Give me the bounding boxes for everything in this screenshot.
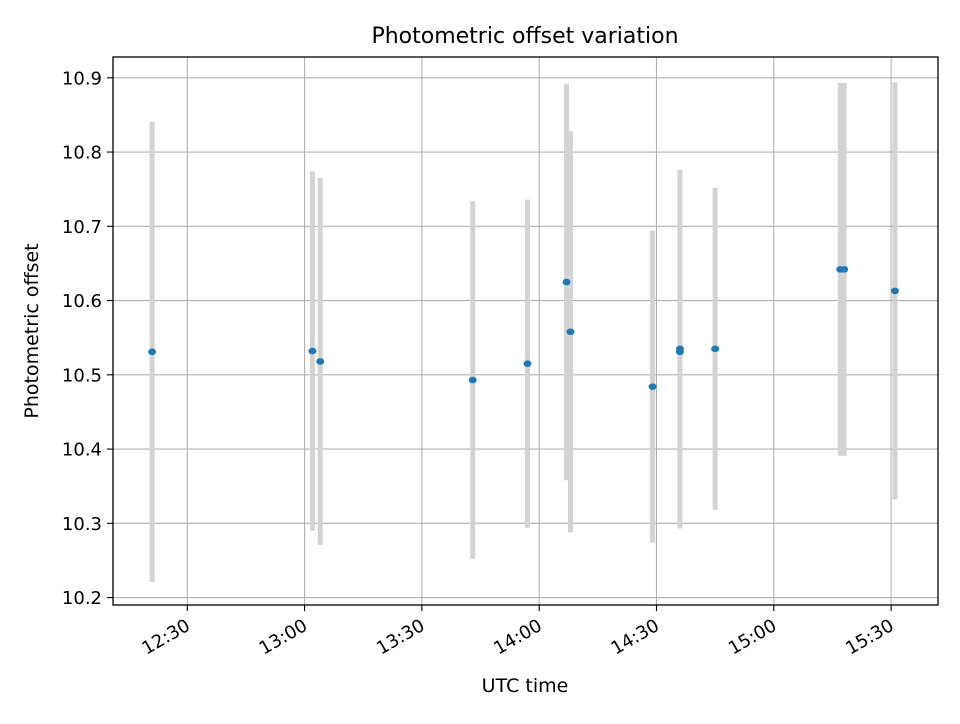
x-tick-label: 14:00 — [490, 615, 545, 659]
x-tick-label: 13:30 — [373, 615, 428, 659]
data-point — [316, 358, 325, 365]
data-point — [711, 345, 720, 353]
y-tick-label: 10.3 — [62, 514, 102, 535]
chart-title: Photometric offset variation — [371, 24, 678, 49]
x-tick-label: 15:00 — [725, 615, 780, 659]
plot-frame — [112, 56, 939, 606]
y-tick-label: 10.2 — [62, 588, 102, 609]
data-point — [566, 328, 575, 336]
y-tick-label: 10.5 — [62, 365, 102, 386]
data-point — [562, 278, 571, 286]
x-axis-label: UTC time — [482, 675, 569, 697]
x-tick-label: 15:30 — [842, 615, 897, 659]
data-point — [523, 360, 532, 367]
data-point — [148, 348, 157, 356]
data-point — [890, 287, 899, 295]
data-point — [308, 347, 317, 355]
x-tick-label: 13:00 — [256, 615, 311, 659]
data-point — [468, 376, 477, 384]
y-tick-label: 10.4 — [62, 440, 102, 461]
y-tick-label: 10.6 — [62, 291, 102, 312]
y-axis-label: Photometric offset — [21, 243, 43, 418]
data-point — [675, 348, 684, 356]
y-tick-label: 10.9 — [62, 68, 102, 89]
y-tick-label: 10.8 — [62, 143, 102, 164]
errorbar-layer — [149, 82, 898, 582]
x-tick-label: 14:30 — [608, 615, 663, 659]
y-tick-label: 10.7 — [62, 217, 102, 238]
point-layer — [148, 266, 899, 390]
x-tick-label: 12:30 — [138, 615, 193, 659]
data-point — [648, 383, 657, 390]
data-point — [840, 266, 849, 273]
